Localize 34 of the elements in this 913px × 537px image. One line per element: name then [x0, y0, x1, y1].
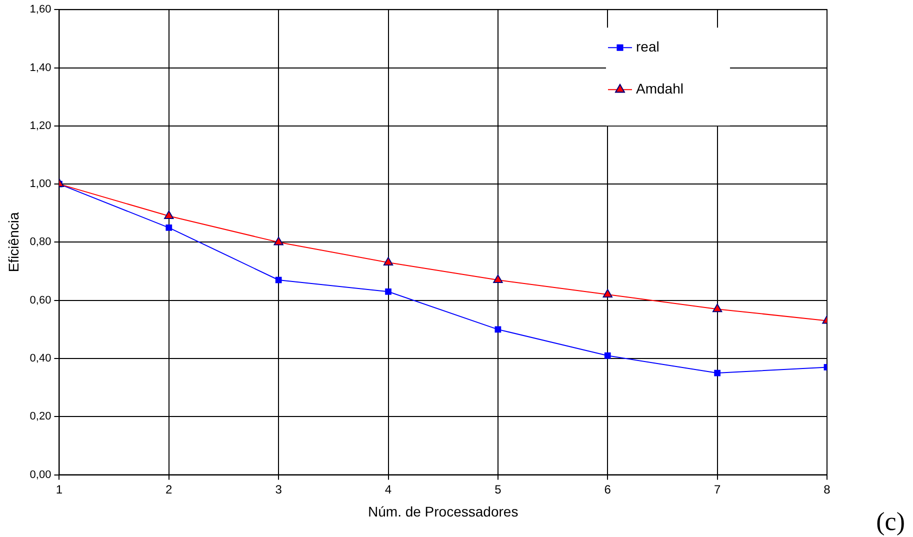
y-tick-label: 0,80 — [30, 236, 52, 248]
x-tick-label: 7 — [714, 482, 721, 496]
x-axis-title: Núm. de Processadores — [368, 503, 518, 520]
x-tick-label: 3 — [275, 482, 282, 496]
y-tick-label: 0,60 — [30, 294, 52, 306]
y-tick-label: 1,00 — [30, 178, 52, 190]
point — [602, 289, 612, 298]
x-tick-label: 5 — [494, 482, 502, 496]
x-tick-label: 6 — [604, 482, 612, 496]
legend-label: real — [636, 38, 660, 54]
point — [164, 210, 174, 220]
point — [274, 236, 284, 246]
point — [385, 288, 392, 295]
y-tick-label: 0,40 — [30, 352, 52, 365]
point — [604, 352, 611, 359]
x-tick-label: 2 — [166, 482, 173, 496]
point — [714, 370, 720, 376]
y-tick-label: 0,20 — [30, 410, 52, 423]
point — [494, 326, 502, 333]
x-tick-label: 8 — [824, 482, 831, 496]
y-tick-label: 1,60 — [30, 4, 52, 16]
x-tick-label: 1 — [56, 482, 63, 496]
y-tick-label: 1,40 — [30, 62, 52, 74]
y-tick-label: 0,00 — [30, 468, 52, 481]
y-axis-title: Eficiência — [5, 212, 22, 272]
point — [166, 224, 172, 231]
point — [493, 274, 503, 283]
y-tick-label: 1,20 — [30, 120, 52, 132]
legend-label: Amdahl — [636, 80, 684, 96]
text: (c) — [876, 507, 905, 536]
point — [383, 257, 394, 266]
point — [275, 276, 282, 284]
x-tick-label: 4 — [384, 482, 392, 496]
point — [712, 304, 722, 312]
